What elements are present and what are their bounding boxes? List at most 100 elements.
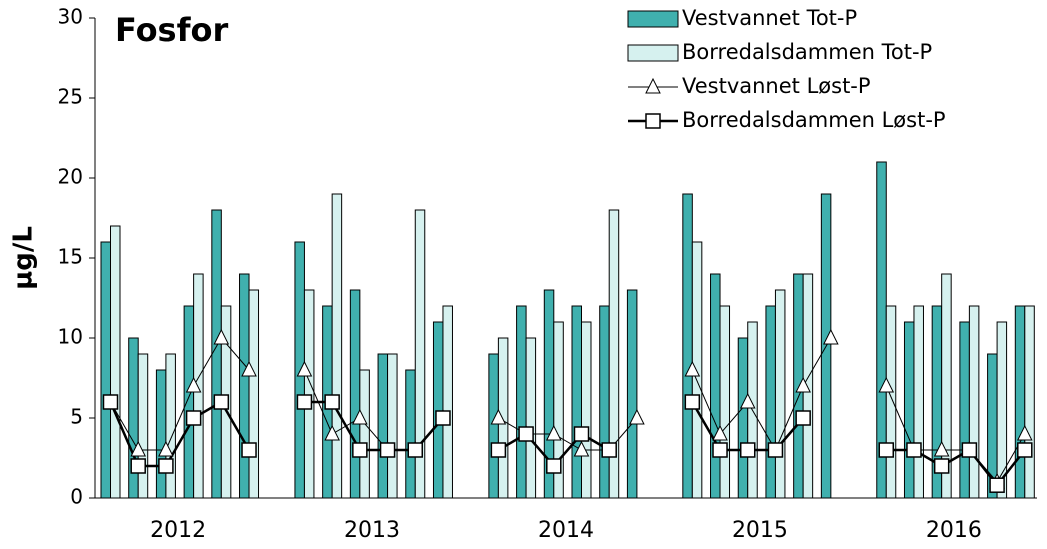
y-tick-label: 0 [70,485,83,509]
chart-title: Fosfor [115,11,229,49]
x-tick-label: 2013 [344,518,400,543]
marker [185,376,202,393]
line [110,337,1026,483]
marker [241,360,257,377]
x-tick-label: 2016 [926,518,982,543]
marker [573,426,590,442]
bar [432,321,444,499]
bar [959,321,970,499]
bar [626,289,638,499]
y-axis-label: µg/L [9,226,39,290]
marker [185,410,202,426]
marker [878,442,895,458]
marker [933,458,950,474]
bar [885,305,897,499]
marker [1017,442,1033,458]
bar [571,305,582,499]
marker [629,408,645,425]
bar [710,273,721,499]
bar [377,353,389,499]
marker [102,394,119,410]
marker [878,376,895,393]
legend-swatch [627,10,679,28]
bar [774,289,786,499]
bar [248,289,260,499]
marker [296,360,313,377]
marker [1016,424,1033,441]
marker [933,440,950,457]
legend-label: Borredalsdammen Løst-P [682,108,946,132]
bar [1014,305,1026,499]
marker [379,442,396,458]
bar [442,305,453,499]
marker [490,442,507,458]
bar [303,289,315,499]
marker [795,376,811,393]
bar [155,369,167,499]
marker [490,408,507,425]
marker [213,394,230,410]
marker [546,458,562,474]
marker [739,442,756,458]
x-tick-label: 2015 [732,518,788,543]
x-tick-label: 2014 [538,518,594,543]
bar [599,305,610,499]
bar [581,321,592,499]
legend-label: Vestvannet Løst-P [682,74,871,98]
legend-marker [645,77,661,94]
marker [324,394,340,410]
bar [405,369,416,499]
bar [737,337,749,499]
marker [712,442,728,458]
y-tick-label: 30 [58,5,83,29]
bar [682,193,693,499]
bar [1024,305,1035,499]
bar [516,305,527,499]
marker [823,328,839,345]
bar [239,273,250,499]
y-tick-label: 15 [58,245,83,269]
marker [684,360,701,377]
legend-marker [645,113,661,129]
marker [130,458,146,474]
bar [211,209,222,499]
y-tick-label: 25 [58,85,83,109]
legend-label: Borredalsdammen Tot-P [682,40,932,64]
marker [324,424,340,441]
marker [130,440,147,457]
marker [241,442,257,458]
y-tick-label: 10 [58,325,83,349]
bar [110,225,121,499]
marker [407,442,424,458]
bar [968,305,980,499]
marker [739,392,756,409]
bar [525,337,537,499]
marker [767,442,784,458]
bar [903,321,915,499]
marker [158,458,174,474]
marker [712,424,728,441]
bar [488,353,499,499]
marker [545,424,562,441]
bar [359,369,370,499]
marker [989,477,1005,493]
marker [435,410,451,426]
marker [601,442,617,458]
marker [352,408,368,425]
bar [387,353,398,499]
marker [795,410,811,426]
marker [906,442,922,458]
bar [165,353,176,499]
marker [213,328,230,345]
bar [128,337,139,499]
marker [684,394,701,410]
bar [719,305,731,499]
marker [352,442,368,458]
marker [296,394,313,410]
bar [331,193,343,499]
bar [913,305,924,499]
bar [183,305,195,499]
marker [518,426,534,442]
marker [158,440,174,457]
